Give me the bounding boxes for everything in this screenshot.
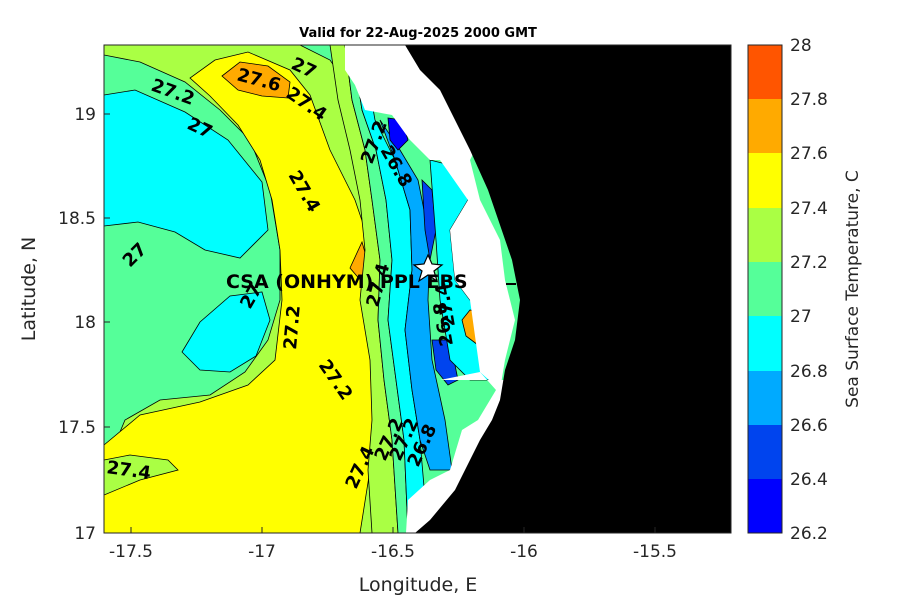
colorbar-label: Sea Surface Temperature, C [843, 170, 863, 408]
colorbar-swatch [748, 208, 782, 262]
colorbar-swatch [748, 262, 782, 316]
site-marker: CSA (ONHYM) PPL EBS [226, 253, 516, 293]
y-tick-label: 18 [74, 313, 96, 333]
x-tick-label: -15.5 [633, 542, 677, 562]
y-tick-label: 18.5 [58, 209, 96, 229]
x-tick-label: -16 [510, 542, 538, 562]
colorbar-tick-label: 27 [790, 307, 812, 327]
land-area [405, 45, 731, 533]
y-tick-label: 17 [74, 524, 96, 544]
x-tick-label: -16.5 [371, 542, 415, 562]
x-axis-label: Longitude, E [359, 574, 478, 596]
sst-band-26-8-northwest [104, 89, 269, 259]
chart-title: Valid for 22-Aug-2025 2000 GMT [299, 26, 537, 41]
y-tick-label: 19 [74, 105, 96, 125]
colorbar-tick-label: 26.4 [790, 470, 828, 490]
colorbar-swatch [748, 99, 782, 153]
sst-band-27-2-southwest [104, 454, 179, 496]
colorbar-swatch [748, 153, 782, 208]
colorbar-frame [747, 44, 783, 534]
colorbar-swatch [748, 425, 782, 479]
y-tick-label: 17.5 [58, 418, 96, 438]
no-data-area [345, 45, 520, 533]
colorbar-tick-label: 26.8 [790, 362, 828, 382]
y-axis: 19 18.5 18 17.5 17 Latitude, N [18, 105, 110, 544]
colorbar-swatch [748, 316, 782, 371]
colorbar-tick-label: 27.6 [790, 144, 828, 164]
x-axis: -17.5 -17 -16.5 -16 -15.5 Longitude, E [109, 527, 677, 596]
colorbar-swatch [748, 479, 782, 533]
colorbar-tick-label: 26.2 [790, 524, 828, 544]
plot-frame [103, 44, 732, 534]
colorbar-swatch [748, 45, 782, 99]
colorbar-tick-label: 27.4 [790, 199, 828, 219]
sst-band-26-8-mid [181, 291, 271, 373]
colorbar-tick-label: 27.2 [790, 253, 828, 273]
sst-band-27-6-north [221, 61, 291, 99]
map-plot-area [104, 45, 731, 533]
site-label: CSA (ONHYM) PPL EBS [226, 271, 468, 293]
x-tick-label: -17.5 [109, 542, 153, 562]
colorbar: 28 27.8 27.6 27.4 27.2 27 26.8 26.6 26.4… [747, 36, 863, 544]
sst-band-26-4-nearshore [421, 178, 437, 261]
colorbar-tick-label: 28 [790, 36, 812, 56]
colorbar-tick-label: 26.6 [790, 416, 828, 436]
contour-label: 27.2 [280, 304, 305, 350]
colorbar-swatch [748, 371, 782, 425]
no-data-coast-strip [440, 160, 515, 390]
y-axis-label: Latitude, N [18, 237, 40, 342]
star-icon [412, 253, 444, 283]
x-tick-label: -17 [248, 542, 276, 562]
colorbar-tick-label: 27.8 [790, 90, 828, 110]
